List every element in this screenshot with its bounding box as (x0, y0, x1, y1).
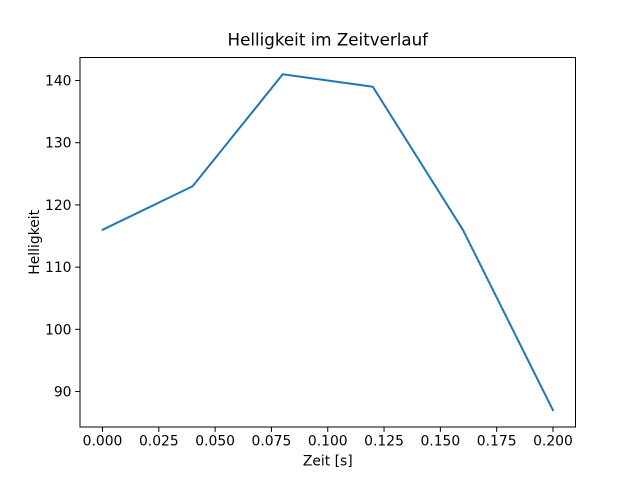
data-line (101, 73, 554, 412)
y-tick-label: 140 (45, 74, 72, 90)
x-tick-label: 0.050 (195, 434, 235, 450)
x-tick-label: 0.150 (420, 434, 460, 450)
y-tick-label: 130 (45, 136, 72, 152)
y-tick-label: 110 (45, 260, 72, 276)
y-tick-label: 90 (54, 385, 72, 401)
y-tick-label: 100 (45, 322, 72, 338)
chart-title: Helligkeit im Zeitverlauf (228, 30, 430, 50)
x-tick-label: 0.125 (364, 434, 404, 450)
x-tick-label: 0.175 (477, 434, 517, 450)
x-tick-label: 0.000 (83, 434, 123, 450)
x-axis-label: Zeit [s] (303, 454, 353, 470)
y-axis-label: Helligkeit (27, 209, 43, 274)
x-tick-label: 0.100 (308, 434, 348, 450)
x-tick-label: 0.025 (139, 434, 179, 450)
x-tick-label: 0.075 (252, 434, 292, 450)
x-tick-label: 0.200 (533, 434, 573, 450)
y-tick-label: 120 (45, 198, 72, 214)
plot-border (79, 57, 576, 428)
